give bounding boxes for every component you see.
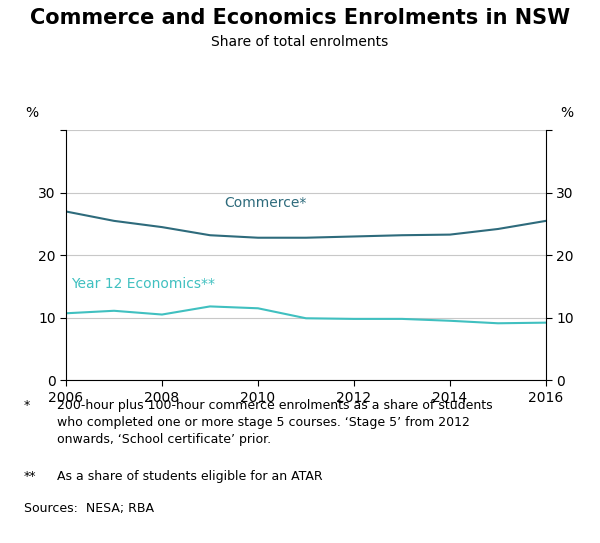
Text: %: %	[560, 106, 574, 121]
Text: Year 12 Economics**: Year 12 Economics**	[71, 277, 215, 291]
Text: Share of total enrolments: Share of total enrolments	[211, 35, 389, 49]
Text: As a share of students eligible for an ATAR: As a share of students eligible for an A…	[57, 470, 323, 483]
Text: Commerce*: Commerce*	[224, 195, 307, 210]
Text: **: **	[24, 470, 37, 483]
Text: Sources:  NESA; RBA: Sources: NESA; RBA	[24, 502, 154, 515]
Text: *: *	[24, 399, 30, 412]
Text: %: %	[25, 106, 38, 121]
Text: Commerce and Economics Enrolments in NSW: Commerce and Economics Enrolments in NSW	[30, 8, 570, 28]
Text: 200-hour plus 100-hour commerce enrolments as a share of students
who completed : 200-hour plus 100-hour commerce enrolmen…	[57, 399, 493, 446]
